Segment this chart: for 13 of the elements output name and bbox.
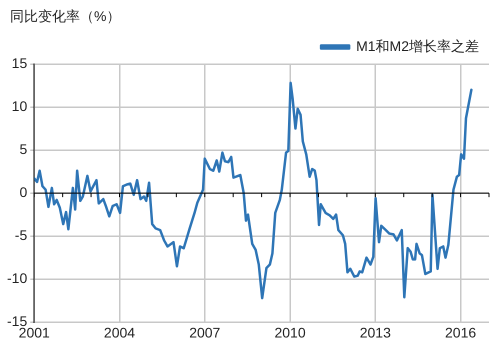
y-tick-label: -10 xyxy=(7,270,28,286)
y-tick-label: 15 xyxy=(12,54,28,71)
x-tick-label: 2004 xyxy=(104,324,136,340)
y-tick-label: 0 xyxy=(19,184,28,200)
y-axis-title: 同比变化率（%） xyxy=(10,8,120,26)
x-tick-label: 2007 xyxy=(189,324,221,340)
x-tick-label: 2013 xyxy=(360,324,392,340)
x-tick-label: 2010 xyxy=(274,324,306,340)
y-tick-label: 10 xyxy=(12,98,28,114)
y-tick-label: 5 xyxy=(19,140,28,157)
legend-label: M1和M2增长率之差 xyxy=(356,38,480,54)
y-tick-label: -5 xyxy=(14,226,28,243)
x-tick-label: 2016 xyxy=(445,324,476,340)
